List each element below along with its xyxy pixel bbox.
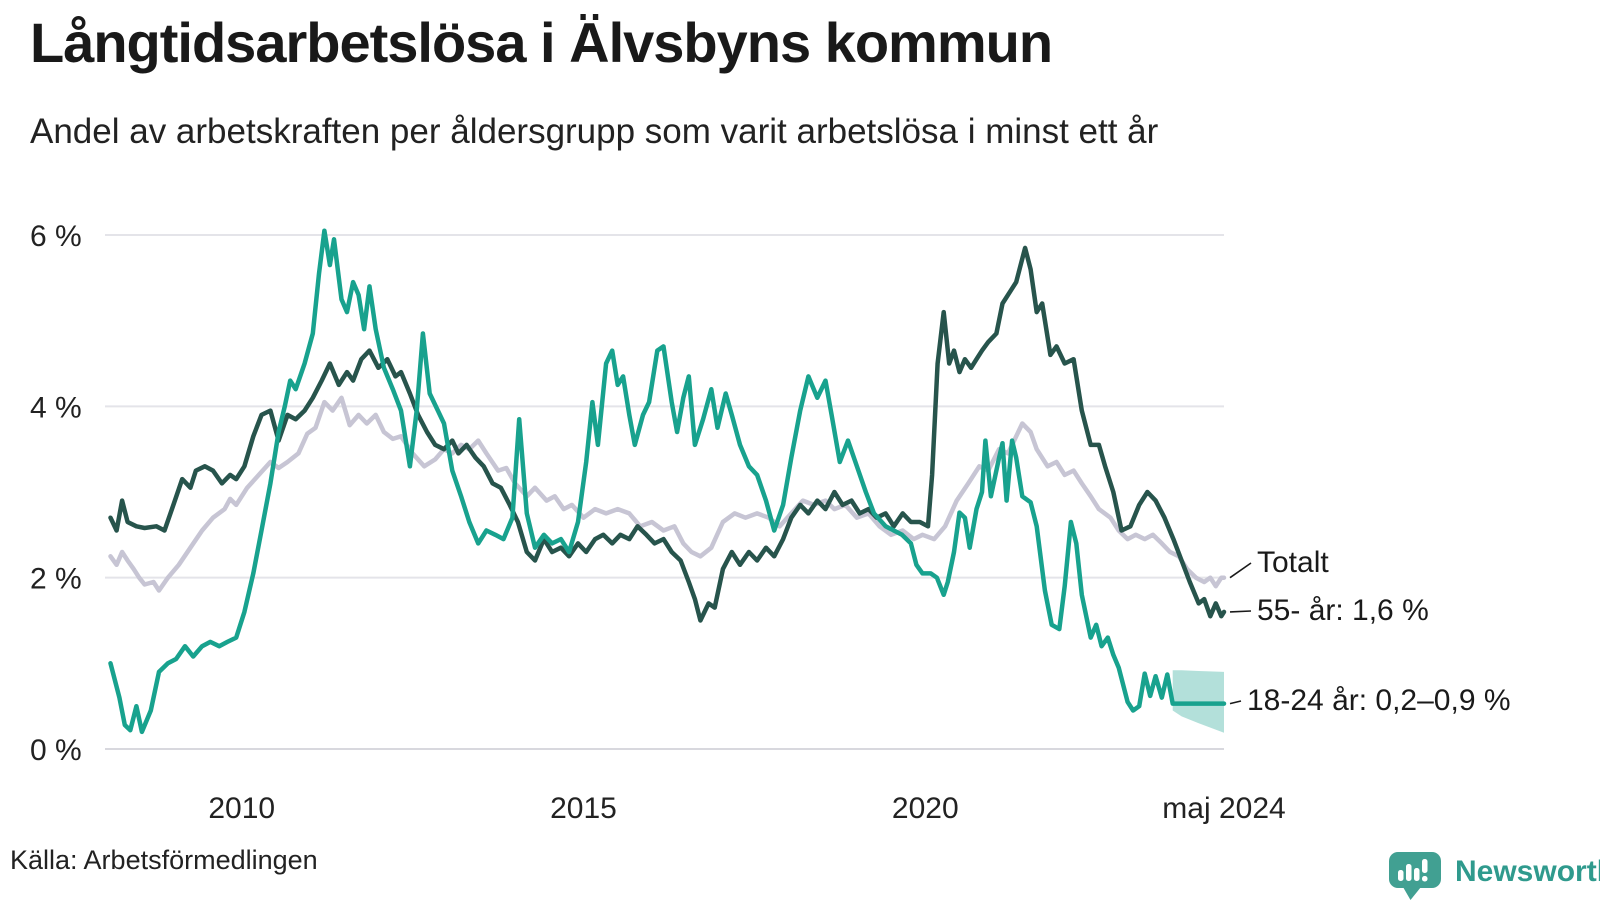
y-tick-label: 2 % (30, 563, 82, 596)
chart-subtitle: Andel av arbetskraften per åldersgrupp s… (30, 112, 1159, 151)
x-tick-label: 2010 (208, 792, 275, 825)
series-label-totalt: Totalt (1257, 546, 1329, 579)
newsworthy-brand-name: Newsworthy (1455, 855, 1600, 888)
series-line-55-ar (108, 245, 1227, 623)
x-tick-label: maj 2024 (1162, 792, 1285, 825)
y-tick-label: 4 % (30, 391, 82, 424)
label-leader-line (1229, 700, 1242, 705)
page-title: Långtidsarbetslösa i Älvsbyns kommun (30, 11, 1053, 74)
source-note: Källa: Arbetsförmedlingen (10, 845, 318, 875)
series-line-18-24-ar (108, 228, 1227, 735)
newsworthy-logo-icon (1389, 852, 1441, 900)
label-leader-line (1229, 562, 1252, 579)
series-label-18-24-ar: 18-24 år: 0,2–0,9 % (1247, 684, 1511, 717)
x-tick-label: 2015 (550, 792, 617, 825)
x-tick-label: 2020 (892, 792, 959, 825)
y-tick-label: 0 % (30, 734, 82, 767)
y-tick-label: 6 % (30, 220, 82, 253)
label-leader-line (1229, 610, 1252, 613)
series-label-55-ar: 55- år: 1,6 % (1257, 594, 1429, 627)
series-line-totalt (108, 395, 1227, 593)
